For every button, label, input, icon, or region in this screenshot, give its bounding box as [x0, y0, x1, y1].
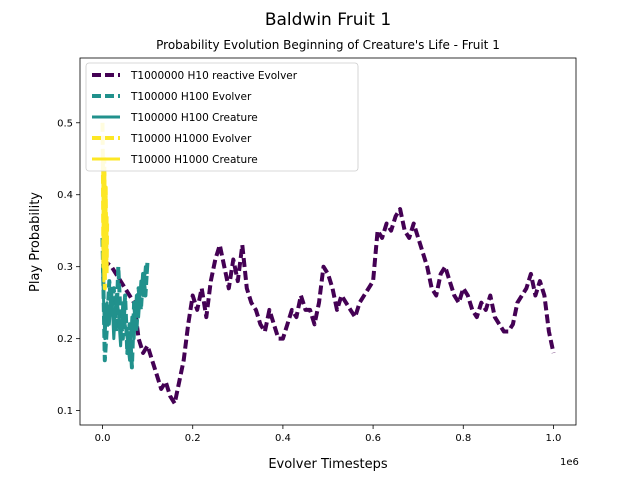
y-axis-label: Play Probability: [28, 192, 43, 292]
y-tick-label: 0.4: [57, 190, 73, 201]
legend-box: [85, 62, 359, 172]
y-tick-label: 0.5: [57, 118, 73, 129]
x-axis: 0.0 0.2 0.4 0.6 0.8 1.0: [95, 425, 562, 444]
x-tick-label: 0.8: [455, 433, 471, 444]
y-tick-label: 0.2: [57, 334, 73, 345]
legend-label-1: T1000000 H10 reactive Evolver: [130, 70, 298, 82]
plot-frame: [79, 57, 577, 426]
x-tick-label: 1.0: [546, 433, 562, 444]
legend: T1000000 H10 reactive Evolver T100000 H10…: [85, 62, 359, 172]
y-axis: 0.1 0.2 0.3 0.4 0.5: [57, 118, 80, 417]
series-line-3: [101, 265, 150, 362]
chart-title: Baldwin Fruit 1: [265, 10, 391, 30]
legend-label-4: T10000 H1000 Evolver: [130, 133, 252, 145]
x-tick-label: 0.4: [275, 433, 291, 444]
x-offset-label: 1e6: [560, 457, 579, 468]
legend-label-5: T10000 H1000 Creature: [130, 154, 258, 166]
legend-label-3: T100000 H100 Creature: [130, 112, 258, 124]
x-axis-label: Evolver Timesteps: [268, 457, 388, 472]
y-tick-label: 0.1: [57, 406, 73, 417]
series-line-5: [101, 151, 109, 283]
x-tick-label: 0.6: [365, 433, 381, 444]
series-line-1: [101, 207, 556, 406]
chart-subtitle: Probability Evolution Beginning of Creat…: [156, 38, 500, 52]
series-layer: [100, 122, 556, 406]
y-tick-label: 0.3: [57, 262, 73, 273]
x-tick-label: 0.0: [95, 433, 111, 444]
legend-label-2: T100000 H100 Evolver: [130, 91, 252, 103]
x-tick-label: 0.2: [185, 433, 201, 444]
